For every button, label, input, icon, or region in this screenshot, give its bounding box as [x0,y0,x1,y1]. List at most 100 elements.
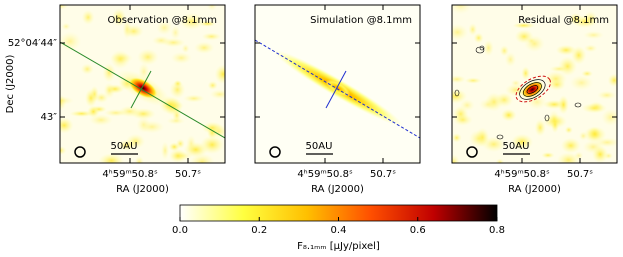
noise-blob [207,80,218,90]
noise-blob [452,113,473,126]
noise-blob [473,32,484,44]
negative-contour [515,75,551,103]
noise-blob [541,152,555,159]
minor-axis [130,70,152,109]
noise-blob [583,30,605,40]
noise-blob [60,31,82,52]
noise-blob [134,156,144,163]
x-tick-label: 4ʰ59ᵐ50.8ˢ [102,169,158,180]
noise-blob [521,66,531,81]
noise-blob [588,126,601,141]
minor-axis [325,70,347,109]
colorbar-tick-label: 0.8 [489,225,505,236]
image-panel [452,5,617,163]
noise-blob [534,119,546,137]
noise-blob [510,133,534,150]
noise-blob [151,35,171,46]
noise-blob [564,126,573,134]
noise-blob [169,80,186,99]
beam [269,146,281,158]
contour [479,45,485,51]
noise-blob [452,133,462,143]
noise-blob [98,153,125,163]
noise-blob [137,48,159,66]
noise-blob [87,105,100,118]
colorbar-tick-label: 0.6 [410,225,426,236]
noise-blob [548,109,560,129]
noise-blob [514,29,534,44]
contour [496,134,504,140]
image-panel [60,5,225,163]
colorbar-label: F₈.₁ₘₘ [μJy/pixel] [297,241,380,252]
noise-blob [136,116,151,133]
noise-blob [80,63,94,75]
contour [574,102,582,108]
noise-blob [169,148,187,163]
y-axis-label: Dec (J2000) [5,55,16,114]
noise-blob [591,145,609,163]
noise-blob [583,44,598,53]
noise-blob [512,22,536,29]
noise-blob [504,51,517,67]
noise-blob [555,44,577,56]
noise-blob [459,99,475,112]
beam [74,146,86,158]
noise-blob [500,108,517,122]
major-axis [255,39,420,139]
x-axis-label: RA (J2000) [116,184,169,195]
noise-blob [193,41,215,54]
noise-blob [569,13,583,25]
image-panel [255,5,420,163]
noise-blob [170,25,181,41]
colorbar-tick-label: 0.0 [172,225,188,236]
noise-blob [569,75,594,91]
noise-blob [581,102,608,114]
x-tick-label: 4ʰ59ᵐ50.8ˢ [297,169,353,180]
panel-frame [254,4,421,164]
noise-blob [209,89,225,100]
noise-blob [103,82,116,99]
noise-blob [547,78,566,91]
noise-blob [464,77,482,84]
beam [466,146,478,158]
model-core [325,79,351,97]
noise-blob [483,39,494,57]
x-tick-label: 4ʰ59ᵐ50.8ˢ [494,169,550,180]
colorbar-tick-label: 0.2 [251,225,267,236]
noise-blob [206,5,218,11]
residual-source [521,80,544,99]
noise-blob [499,45,510,57]
panel-title: Residual @8.1mm [518,15,609,26]
panel-frame [59,4,226,164]
noise-blob [111,8,127,27]
scale-bar-label: 50AU [111,141,138,152]
x-tick-label: 50.7ˢ [175,169,201,180]
noise-blob [478,98,498,111]
panel-title: Simulation @8.1mm [310,15,412,26]
x-tick-label: 50.7ˢ [370,169,396,180]
x-axis-label: RA (J2000) [508,184,561,195]
noise-blob [179,12,204,31]
noise-blob [103,109,128,117]
noise-blob [495,158,505,163]
y-tick-label: 43″ [41,112,58,123]
colorbar-tick-label: 0.4 [331,225,347,236]
scale-bar-label: 50AU [503,141,530,152]
noise-blob [452,5,473,15]
noise-blob [156,20,173,35]
noise-blob [558,95,569,115]
noise-blob [574,151,584,160]
noise-blob [117,139,136,151]
noise-blob [578,131,588,141]
noise-blob [581,70,594,78]
x-tick-label: 50.7ˢ [567,169,593,180]
noise-blob [201,32,222,41]
noise-blob [475,127,490,148]
contour [544,114,550,122]
noise-blob [61,22,71,31]
noise-blob [495,92,514,108]
panel-title: Observation @8.1mm [108,15,217,26]
noise-blob [214,64,225,84]
noise-blob [607,73,617,87]
contour [522,82,542,97]
